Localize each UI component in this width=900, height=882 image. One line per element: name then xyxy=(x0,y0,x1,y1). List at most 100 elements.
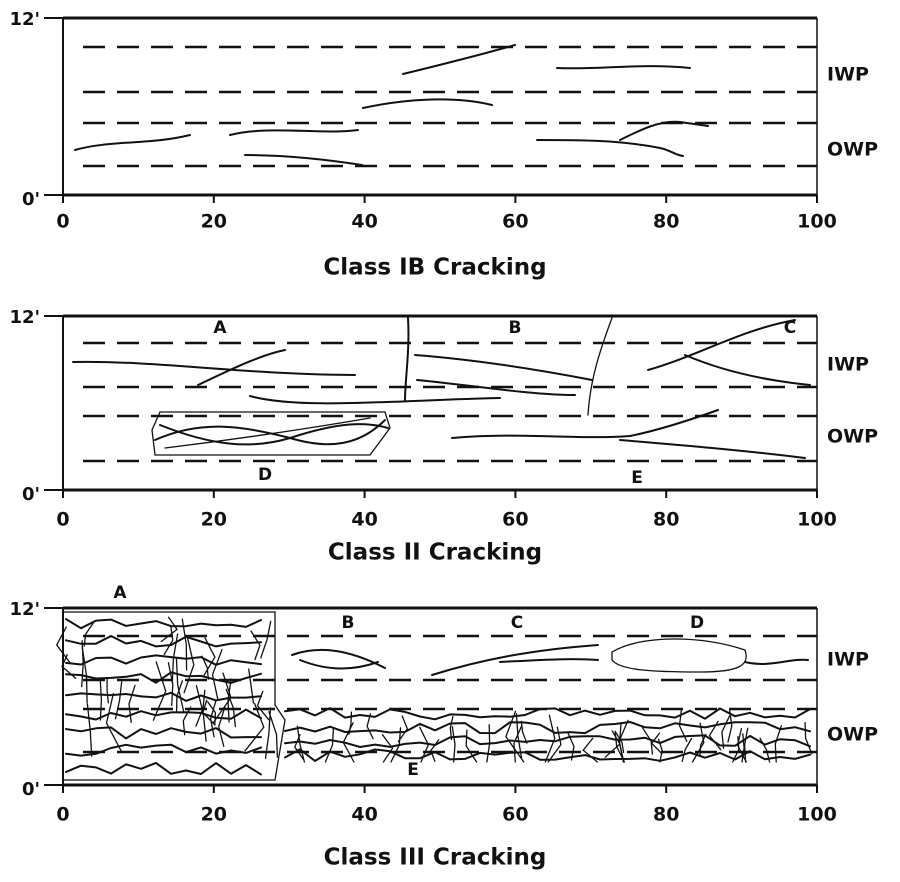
crack xyxy=(721,715,731,749)
crack xyxy=(268,711,279,758)
crack xyxy=(431,644,599,676)
crack xyxy=(419,726,430,763)
x-tick-label: 100 xyxy=(797,509,837,531)
crack xyxy=(366,713,374,740)
crack xyxy=(430,739,440,762)
x-tick-label: 40 xyxy=(351,211,377,233)
x-tick-label: 80 xyxy=(653,804,679,826)
crack xyxy=(160,616,178,643)
crack-label: C xyxy=(511,613,523,633)
crack xyxy=(175,656,185,714)
crack xyxy=(741,733,745,763)
crack xyxy=(618,719,629,763)
crack xyxy=(182,706,192,736)
crack xyxy=(451,409,719,439)
crack-label: E xyxy=(631,468,643,488)
crack xyxy=(299,659,379,670)
crack xyxy=(181,618,188,671)
crack xyxy=(209,700,217,738)
x-tick-label: 60 xyxy=(502,509,528,531)
crack xyxy=(449,715,454,741)
crack xyxy=(465,729,478,763)
panel-title: Class IB Cracking xyxy=(323,255,546,281)
crack xyxy=(284,734,811,748)
crack xyxy=(684,354,811,386)
crack xyxy=(291,648,386,669)
crack xyxy=(249,395,501,405)
crack xyxy=(744,658,809,665)
crack xyxy=(547,726,562,763)
crack xyxy=(229,129,359,136)
crack xyxy=(381,734,394,763)
cracks-panel-3 xyxy=(62,611,809,781)
crack xyxy=(736,727,747,763)
crack xyxy=(390,727,402,763)
crack-label: C xyxy=(784,318,796,338)
crack-block xyxy=(151,411,391,456)
crack xyxy=(244,702,265,752)
crack xyxy=(256,690,270,721)
crack xyxy=(681,737,693,763)
lane-label: IWP xyxy=(827,64,869,86)
crack xyxy=(362,98,493,109)
crack xyxy=(163,625,174,656)
cracks-panel-2 xyxy=(72,317,811,459)
crack xyxy=(105,692,123,754)
x-tick-label: 100 xyxy=(797,804,837,826)
y-label: 12' xyxy=(9,599,40,620)
y-label: 12' xyxy=(9,307,40,328)
x-tick-label: 100 xyxy=(797,211,837,233)
crack xyxy=(759,737,771,763)
crack xyxy=(505,710,525,763)
crack xyxy=(284,707,811,721)
crack xyxy=(296,725,306,763)
crack-block xyxy=(611,638,747,673)
crack xyxy=(499,658,599,663)
crack xyxy=(641,727,654,755)
crack xyxy=(65,726,262,740)
crack-label: B xyxy=(509,318,522,338)
cracks-panel-1 xyxy=(74,44,709,166)
crack xyxy=(248,668,255,704)
lane-label: IWP xyxy=(827,649,869,671)
crack xyxy=(513,724,523,763)
crack xyxy=(128,684,136,723)
crack-label: B xyxy=(342,613,355,633)
crack xyxy=(65,654,262,666)
y-label: 0' xyxy=(22,189,40,210)
crack xyxy=(324,727,335,763)
crack xyxy=(114,680,123,720)
crack xyxy=(727,709,733,743)
crack-label: D xyxy=(690,613,704,633)
crack xyxy=(159,423,389,446)
crack-label: A xyxy=(213,318,227,338)
lane-label: OWP xyxy=(827,139,878,161)
crack xyxy=(211,649,223,701)
crack xyxy=(171,633,179,684)
crack-label: D xyxy=(258,465,272,485)
lane-label: OWP xyxy=(827,426,878,448)
crack xyxy=(83,621,95,647)
x-tick-label: 20 xyxy=(201,509,227,531)
y-label: 12' xyxy=(9,9,40,30)
x-tick-label: 40 xyxy=(351,804,377,826)
crack xyxy=(567,731,575,761)
x-tick-label: 80 xyxy=(653,509,679,531)
crack xyxy=(201,655,209,680)
x-tick-label: 60 xyxy=(502,211,528,233)
crack xyxy=(414,354,593,381)
crack xyxy=(582,737,599,763)
crack xyxy=(65,671,262,684)
lane-label: OWP xyxy=(827,724,878,746)
crack xyxy=(451,726,456,763)
panel-title: Class III Cracking xyxy=(324,845,547,871)
y-label: 0' xyxy=(22,484,40,505)
crack xyxy=(587,317,613,416)
crack xyxy=(743,727,749,763)
crack xyxy=(284,748,811,762)
x-tick-label: 80 xyxy=(653,211,679,233)
crack xyxy=(486,724,491,763)
crack xyxy=(556,65,691,70)
crack xyxy=(619,439,806,459)
x-tick-label: 20 xyxy=(201,211,227,233)
